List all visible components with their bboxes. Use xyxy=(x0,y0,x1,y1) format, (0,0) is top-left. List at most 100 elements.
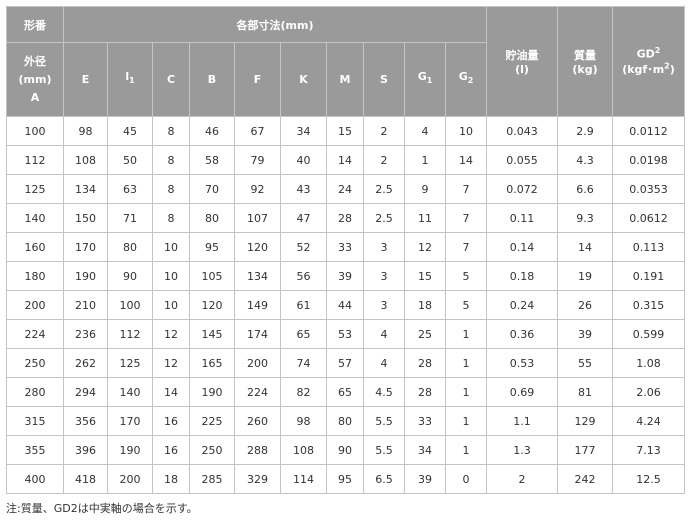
table-cell: 98 xyxy=(280,406,327,436)
col-letter: F xyxy=(253,72,262,86)
od-unit: (mm) xyxy=(18,72,52,86)
table-cell: 8 xyxy=(152,145,190,175)
table-cell: 63 xyxy=(107,174,153,204)
table-cell: 47 xyxy=(280,203,327,233)
table-cell: 15 xyxy=(326,116,364,146)
oil-label: 貯油量 xyxy=(505,49,539,62)
table-cell: 280 xyxy=(6,377,64,407)
table-cell: 34 xyxy=(404,435,446,465)
gd-unit-close: ) xyxy=(669,62,675,76)
header-col: G1 xyxy=(404,42,446,117)
table-cell: 3 xyxy=(363,290,405,320)
table-cell: 39 xyxy=(404,464,446,494)
table-cell: 315 xyxy=(6,406,64,436)
table-row: 140 150 71 8 80 107 47 28 2.5 11 7 0.11 9.3 0.0612 xyxy=(6,203,685,233)
gd-unit-sup: 2 xyxy=(664,61,670,71)
table-cell: 14 xyxy=(152,377,190,407)
table-cell: 79 xyxy=(234,145,281,175)
table-row: 160 170 80 10 95 120 52 33 3 12 7 0.14 14 0.113 xyxy=(6,232,685,262)
table-cell: 0.191 xyxy=(612,261,685,291)
table-cell: 2 xyxy=(363,145,405,175)
table-cell: 0 xyxy=(445,464,487,494)
table-cell: 5.5 xyxy=(363,435,405,465)
table-cell: 0.0112 xyxy=(612,116,685,146)
header-col: B xyxy=(189,42,235,117)
table-row: 250 262 125 12 165 200 74 57 4 28 1 0.53 55 1.08 xyxy=(6,348,685,378)
table-cell: 294 xyxy=(63,377,108,407)
table-cell: 107 xyxy=(234,203,281,233)
table-cell: 55 xyxy=(557,348,613,378)
table-cell: 9 xyxy=(404,174,446,204)
table-cell: 53 xyxy=(326,319,364,349)
table-cell: 10 xyxy=(152,261,190,291)
od-label: 外径 xyxy=(24,54,46,68)
table-cell: 120 xyxy=(234,232,281,262)
table-cell: 3 xyxy=(363,232,405,262)
table-cell: 200 xyxy=(234,348,281,378)
table-cell: 26 xyxy=(557,290,613,320)
table-cell: 0.53 xyxy=(486,348,558,378)
table-cell: 98 xyxy=(63,116,108,146)
table-cell: 40 xyxy=(280,145,327,175)
table-cell: 6.5 xyxy=(363,464,405,494)
col-letter: C xyxy=(166,72,176,86)
table-cell: 0.055 xyxy=(486,145,558,175)
table-cell: 114 xyxy=(280,464,327,494)
header-oil: 貯油量 (l) xyxy=(486,6,558,117)
table-cell: 4 xyxy=(363,348,405,378)
table-cell: 95 xyxy=(326,464,364,494)
table-cell: 15 xyxy=(404,261,446,291)
table-cell: 10 xyxy=(152,290,190,320)
header-col: S xyxy=(363,42,405,117)
table-cell: 9.3 xyxy=(557,203,613,233)
table-row: 125 134 63 8 70 92 43 24 2.5 9 7 0.072 6.6 0.0353 xyxy=(6,174,685,204)
table-cell: 170 xyxy=(63,232,108,262)
table-row: 400 418 200 18 285 329 114 95 6.5 39 0 2 242 12.5 xyxy=(6,464,685,494)
col-subscript: 1 xyxy=(426,76,433,86)
table-cell: 200 xyxy=(107,464,153,494)
col-subscript: 1 xyxy=(129,76,135,86)
table-cell: 5 xyxy=(445,290,487,320)
table-row: 180 190 90 10 105 134 56 39 3 15 5 0.18 19 0.191 xyxy=(6,261,685,291)
table-cell: 5.5 xyxy=(363,406,405,436)
table-cell: 355 xyxy=(6,435,64,465)
table-cell: 4 xyxy=(363,319,405,349)
table-cell: 1 xyxy=(404,145,446,175)
table-cell: 180 xyxy=(6,261,64,291)
gd-unit: (kgf･m xyxy=(622,62,665,76)
footnote: 注:質量、GD2は中実軸の場合を示す。 xyxy=(6,502,198,515)
table-cell: 4 xyxy=(404,116,446,146)
table-cell: 70 xyxy=(189,174,235,204)
gd-sup: 2 xyxy=(654,46,661,56)
table-cell: 10 xyxy=(445,116,487,146)
table-cell: 129 xyxy=(557,406,613,436)
table-cell: 7 xyxy=(445,174,487,204)
table-cell: 1 xyxy=(445,377,487,407)
table-cell: 140 xyxy=(107,377,153,407)
table-cell: 61 xyxy=(280,290,327,320)
header-gd2: GD2 (kgf･m2) xyxy=(612,6,685,117)
col-letter: S xyxy=(380,72,388,86)
table-cell: 285 xyxy=(189,464,235,494)
table-cell: 100 xyxy=(6,116,64,146)
table-cell: 1 xyxy=(445,319,487,349)
table-cell: 11 xyxy=(404,203,446,233)
table-cell: 33 xyxy=(326,232,364,262)
table-cell: 8 xyxy=(152,116,190,146)
table-cell: 16 xyxy=(152,435,190,465)
table-cell: 0.043 xyxy=(486,116,558,146)
table-cell: 4.3 xyxy=(557,145,613,175)
od-a: A xyxy=(30,90,40,104)
table-cell: 190 xyxy=(189,377,235,407)
table-cell: 71 xyxy=(107,203,153,233)
col-letter: K xyxy=(299,72,308,86)
table-cell: 8 xyxy=(152,174,190,204)
table-cell: 0.315 xyxy=(612,290,685,320)
table-cell: 0.11 xyxy=(486,203,558,233)
table-cell: 67 xyxy=(234,116,281,146)
table-cell: 10 xyxy=(152,232,190,262)
table-cell: 4.5 xyxy=(363,377,405,407)
table-cell: 18 xyxy=(404,290,446,320)
table-cell: 224 xyxy=(6,319,64,349)
table-cell: 100 xyxy=(107,290,153,320)
